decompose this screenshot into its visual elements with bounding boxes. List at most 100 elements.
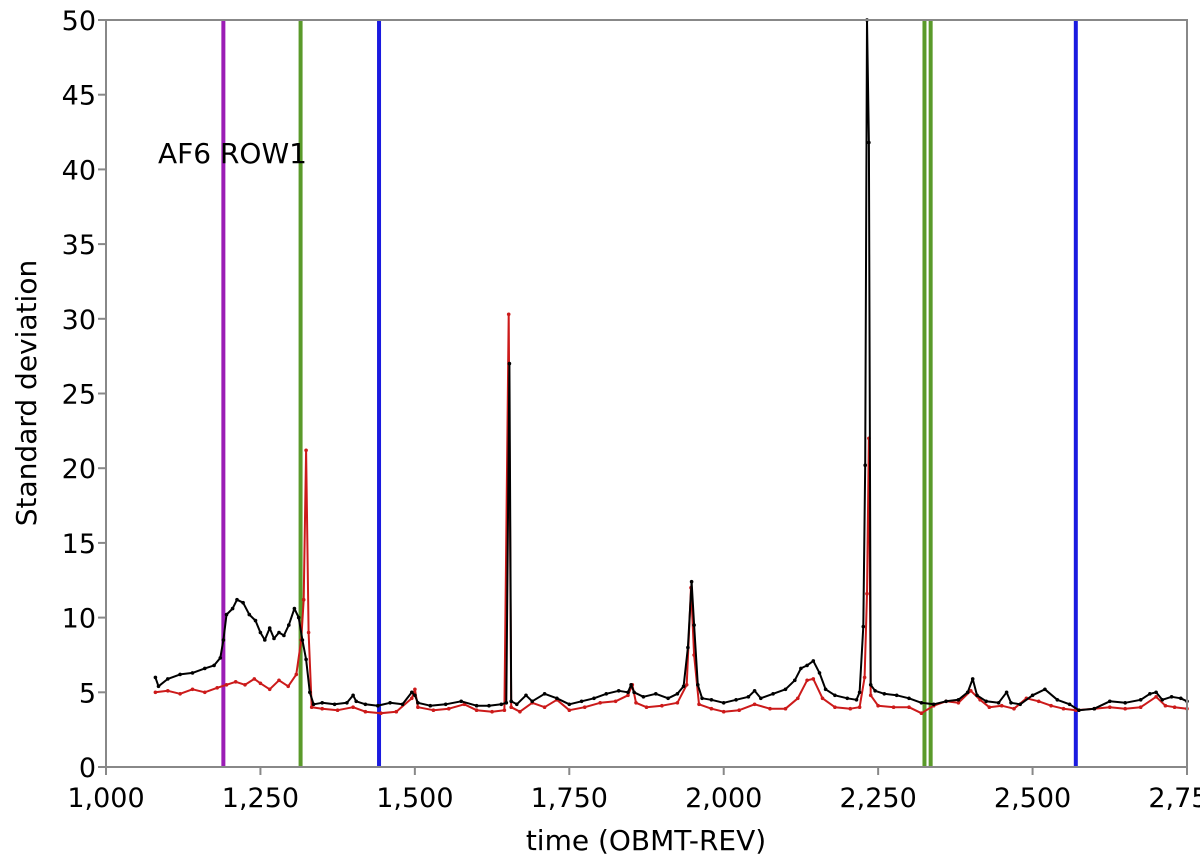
series-0-point xyxy=(793,678,797,683)
series-0-point xyxy=(267,626,272,630)
series-0-point xyxy=(388,701,392,705)
series-1-point xyxy=(891,705,896,709)
series-0-point xyxy=(530,699,534,704)
series-0-point xyxy=(282,633,286,638)
series-layer xyxy=(153,18,1189,715)
series-0-point xyxy=(882,692,887,696)
series-1-point xyxy=(416,705,420,709)
series-0-point xyxy=(287,623,291,627)
annotation-label: AF6 ROW1 xyxy=(158,137,307,170)
series-1-point xyxy=(1049,703,1053,708)
series-0-point xyxy=(734,698,738,702)
series-0-point xyxy=(857,690,862,695)
series-1-point xyxy=(474,708,479,712)
series-0-point xyxy=(863,463,867,468)
series-0-point xyxy=(641,695,646,699)
series-0-point xyxy=(681,684,686,689)
series-0-point xyxy=(247,612,252,617)
series-1-point xyxy=(410,696,414,701)
series-0-point xyxy=(1004,690,1009,695)
series-1-point xyxy=(243,683,247,687)
series-0-point xyxy=(292,606,297,611)
series-1-point xyxy=(848,706,853,711)
series-0-point xyxy=(218,656,223,660)
series-0-point xyxy=(499,702,504,707)
series-1-point xyxy=(626,693,630,698)
series-1-point xyxy=(518,709,522,714)
series-1-point xyxy=(660,703,664,708)
series-0-point xyxy=(332,702,337,707)
series-0-point xyxy=(965,690,970,695)
series-0-point xyxy=(253,618,258,623)
series-0-point xyxy=(1030,693,1035,698)
series-0-point xyxy=(300,638,305,642)
series-0-point xyxy=(363,702,368,707)
y-tick-label: 25 xyxy=(62,380,96,411)
series-0-point xyxy=(771,692,775,696)
series-0-point xyxy=(567,702,572,707)
series-1-point xyxy=(506,312,511,317)
series-1-point xyxy=(956,701,961,705)
series-1-point xyxy=(286,684,291,689)
series-1-point xyxy=(811,677,816,681)
series-1-point xyxy=(675,701,680,705)
series-0-point xyxy=(799,666,803,671)
series-0-point xyxy=(212,663,216,668)
series-0-point xyxy=(230,606,235,611)
series-0-point xyxy=(689,579,694,584)
series-0-point xyxy=(1148,692,1152,696)
series-1-point xyxy=(919,711,924,715)
series-1-point xyxy=(233,680,238,684)
series-1-point xyxy=(351,705,355,709)
series-1-point xyxy=(820,696,825,701)
series-1-point xyxy=(224,683,229,687)
series-0-point xyxy=(304,657,308,662)
series-0-point xyxy=(604,692,609,696)
series-1-point xyxy=(644,705,649,709)
series-1-point xyxy=(697,702,701,707)
series-0-point xyxy=(345,701,349,705)
series-0-point xyxy=(873,689,877,693)
series-1-point xyxy=(709,706,714,711)
series-1-point xyxy=(542,705,547,709)
series-0-point xyxy=(376,703,380,708)
series-1-point xyxy=(987,705,992,709)
series-0-point xyxy=(1009,701,1013,705)
y-tick-label: 35 xyxy=(62,230,96,261)
series-0-point xyxy=(1055,698,1060,702)
series-0-point xyxy=(1067,702,1072,707)
series-1-point xyxy=(320,706,325,711)
series-0-point xyxy=(221,638,226,642)
y-tick-label: 10 xyxy=(62,604,96,635)
series-0-point xyxy=(272,636,276,641)
series-0-point xyxy=(867,140,871,145)
series-0-point xyxy=(709,698,714,702)
series-1-point xyxy=(1036,699,1041,704)
series-1-point xyxy=(783,706,788,711)
series-0-point xyxy=(1123,701,1127,705)
series-0-point xyxy=(524,693,528,698)
series-0-point xyxy=(178,672,182,677)
series-1-point xyxy=(258,681,263,686)
series-1-point xyxy=(634,701,638,705)
series-0-point xyxy=(507,361,512,366)
series-0-point xyxy=(783,687,788,692)
series-0-point xyxy=(1108,699,1112,704)
series-1-point xyxy=(737,708,741,712)
series-0-point xyxy=(996,701,1001,705)
y-tick-label: 15 xyxy=(62,529,96,560)
series-1-point xyxy=(335,708,340,712)
y-tick-label: 5 xyxy=(79,678,96,709)
series-0-point xyxy=(654,692,658,696)
series-0-point xyxy=(263,638,267,642)
series-1-point xyxy=(1108,705,1112,709)
series-1-point xyxy=(598,701,602,705)
series-0-point xyxy=(277,630,281,635)
x-tick-label: 2,000 xyxy=(685,783,762,814)
series-0-point xyxy=(509,699,513,704)
y-tick-label: 50 xyxy=(62,6,96,37)
series-0-point xyxy=(823,687,828,692)
x-tick-label: 1,500 xyxy=(376,783,453,814)
series-0-point xyxy=(592,696,596,701)
series-0-point xyxy=(320,701,325,705)
